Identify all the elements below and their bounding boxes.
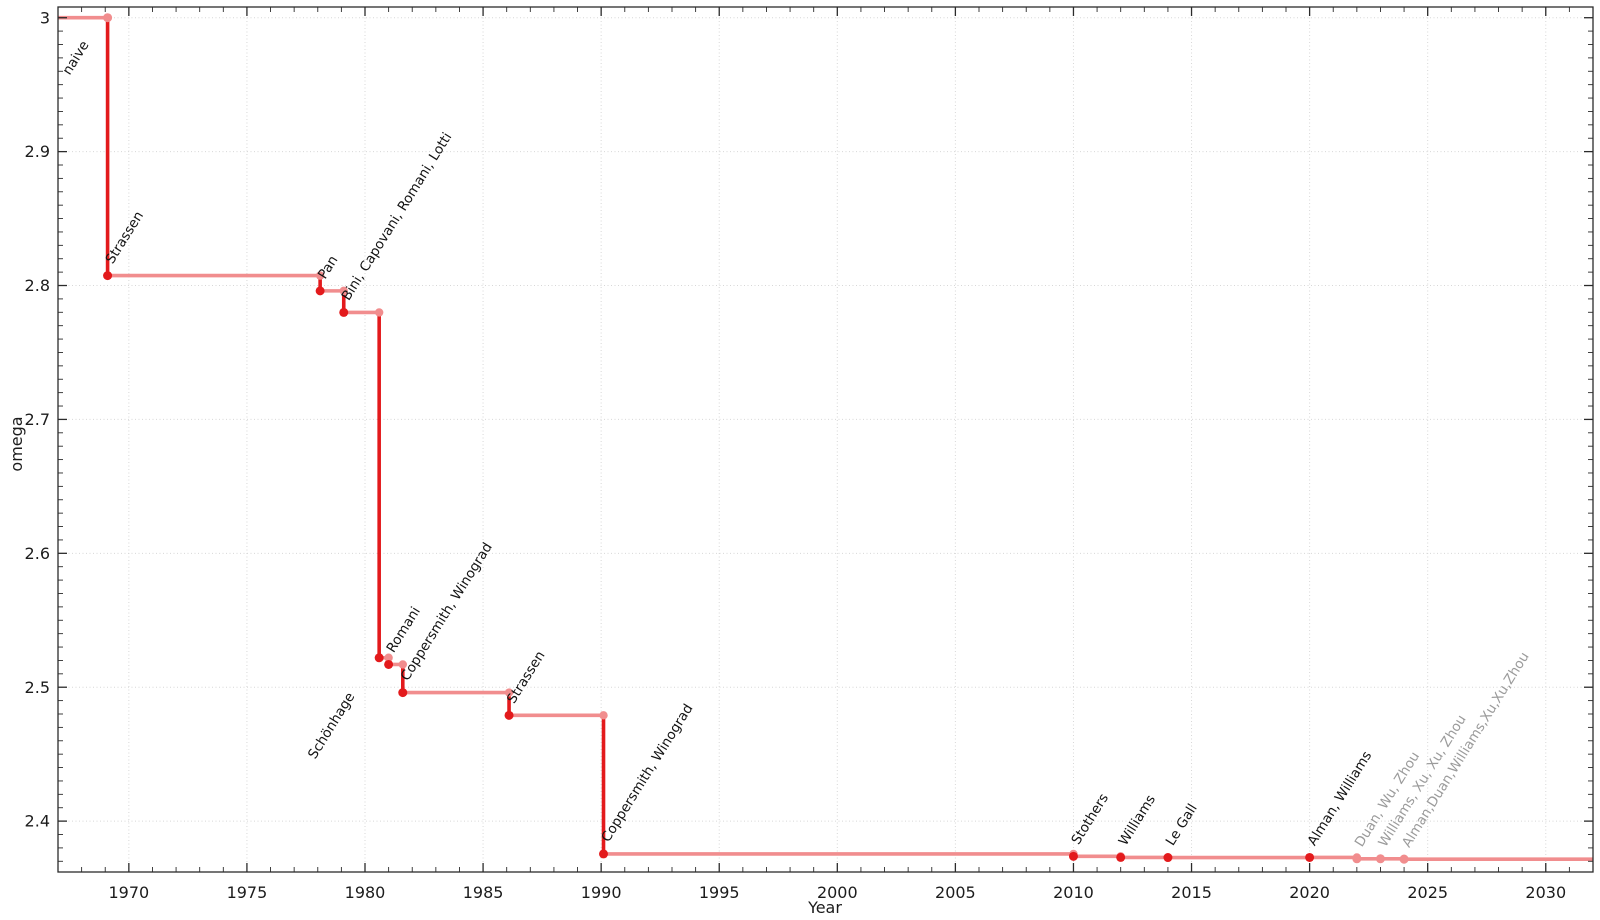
x-tick-label: 1995	[699, 883, 740, 902]
x-tick-label: 2000	[817, 883, 858, 902]
data-point	[1305, 852, 1315, 862]
x-tick-label: 2005	[935, 883, 976, 902]
x-tick-label: 2010	[1053, 883, 1094, 902]
y-tick-label: 2.9	[25, 142, 50, 161]
point-label: Coppersmith, Winograd	[598, 701, 696, 845]
x-tick-label: 1980	[345, 883, 386, 902]
data-point	[1375, 854, 1385, 864]
point-label: Bini, Capovani, Romani, Lotti	[339, 130, 456, 304]
data-point	[103, 13, 113, 23]
y-tick-label: 2.5	[25, 678, 50, 697]
point-label: Strassen	[504, 648, 549, 706]
corner-dot	[374, 308, 384, 317]
point-label: Williams	[1116, 792, 1160, 848]
data-point	[374, 653, 384, 663]
x-tick-label: 2015	[1171, 883, 1212, 902]
data-point	[1068, 851, 1078, 861]
data-point	[504, 710, 514, 720]
data-point	[1163, 853, 1173, 863]
data-point	[398, 688, 408, 698]
x-tick-label: 1970	[108, 883, 149, 902]
x-axis-title: Year	[808, 898, 842, 917]
y-tick-label: 2.4	[25, 812, 50, 831]
data-point	[384, 659, 394, 669]
y-axis-title: omega	[7, 416, 26, 472]
corner-dot	[398, 660, 407, 669]
corner-dot	[384, 653, 393, 662]
x-tick-label: 2025	[1407, 883, 1448, 902]
y-tick-label: 2.8	[25, 276, 50, 295]
point-label: Stothers	[1068, 791, 1112, 848]
x-tick-label: 1990	[581, 883, 622, 902]
plot-border	[57, 6, 1594, 873]
data-point	[1352, 854, 1362, 864]
point-label: Le Gall	[1163, 801, 1201, 849]
x-tick-label: 2030	[1525, 883, 1566, 902]
point-label: Schönhage	[305, 690, 358, 762]
data-point	[339, 307, 349, 317]
corner-dot	[339, 286, 348, 296]
x-tick-label: 1985	[463, 883, 504, 902]
corner-dot	[599, 711, 608, 720]
data-point	[103, 271, 113, 281]
y-tick-label: 2.7	[25, 410, 50, 429]
corner-dot	[315, 271, 325, 280]
x-tick-label: 2020	[1289, 883, 1330, 902]
data-point	[1399, 854, 1409, 864]
x-tick-label: 1975	[227, 883, 268, 902]
data-point	[315, 286, 325, 296]
data-point	[599, 849, 609, 859]
y-tick-label: 3	[40, 8, 50, 27]
y-tick-label: 2.6	[25, 544, 50, 563]
point-label: naive	[59, 38, 92, 78]
data-point	[1116, 852, 1126, 862]
point-label: Alman,Duan,Williams,Xu,Xu,Zhou	[1399, 649, 1533, 850]
corner-dot	[504, 688, 514, 697]
